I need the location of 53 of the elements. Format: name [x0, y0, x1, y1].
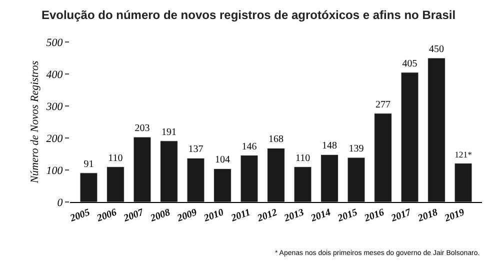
x-tick-label: 2011 — [229, 207, 252, 225]
x-tick-label: 2016 — [362, 207, 386, 225]
bar — [240, 155, 258, 202]
y-tick-label: 100 — [46, 164, 64, 177]
data-label: 110 — [295, 152, 310, 164]
data-label: 121* — [454, 150, 472, 160]
data-label: 405 — [402, 58, 418, 70]
bar — [320, 154, 338, 202]
data-label: 450 — [429, 44, 444, 55]
data-label: 139 — [348, 144, 364, 155]
bar — [214, 168, 232, 202]
x-tick-label: 2009 — [174, 207, 198, 225]
x-tick-label: 2018 — [416, 207, 440, 225]
y-tick-label: 300 — [45, 100, 64, 113]
data-label: 137 — [188, 144, 204, 156]
y-tick-label: 0 — [57, 196, 64, 209]
bar — [374, 113, 392, 202]
x-tick-label: 2014 — [308, 207, 332, 225]
x-tick-label: 2015 — [336, 207, 359, 225]
chart-title: Evolução do número de novos registros de agrotóxicos e afins no Brasil — [41, 8, 456, 22]
x-tick-label: 2008 — [148, 207, 172, 225]
x-tick-label: 2019 — [442, 207, 466, 225]
bar — [428, 58, 446, 202]
bar — [133, 136, 152, 202]
x-tick-label: 2010 — [202, 207, 226, 225]
data-label: 203 — [134, 123, 150, 134]
x-tick-label: 2005 — [68, 207, 92, 225]
bar — [454, 163, 472, 202]
data-label: 110 — [108, 152, 123, 164]
data-label: 277 — [376, 99, 391, 110]
bar — [400, 72, 419, 202]
bar — [347, 157, 366, 202]
bar — [106, 166, 124, 202]
data-label: 104 — [214, 154, 230, 166]
bar — [160, 140, 178, 202]
x-tick-label: 2017 — [389, 206, 414, 225]
bar — [80, 172, 98, 202]
bar — [186, 158, 205, 202]
data-label: 168 — [268, 134, 284, 146]
y-tick-label: 500 — [46, 36, 64, 49]
x-tick-label: 2007 — [121, 206, 146, 225]
y-tick-label: 200 — [46, 132, 64, 145]
x-tick-label: 2012 — [255, 207, 279, 225]
data-label: 146 — [242, 141, 257, 152]
data-label: 91 — [84, 158, 94, 170]
bar — [267, 148, 285, 202]
bar — [294, 166, 312, 202]
y-axis-title: Número de Novos Registros — [28, 60, 41, 184]
x-tick-label: 2006 — [94, 207, 118, 225]
data-label: 148 — [322, 140, 338, 152]
x-tick-label: 2013 — [282, 207, 306, 225]
y-tick-label: 400 — [46, 68, 64, 81]
data-label: 191 — [161, 126, 176, 138]
